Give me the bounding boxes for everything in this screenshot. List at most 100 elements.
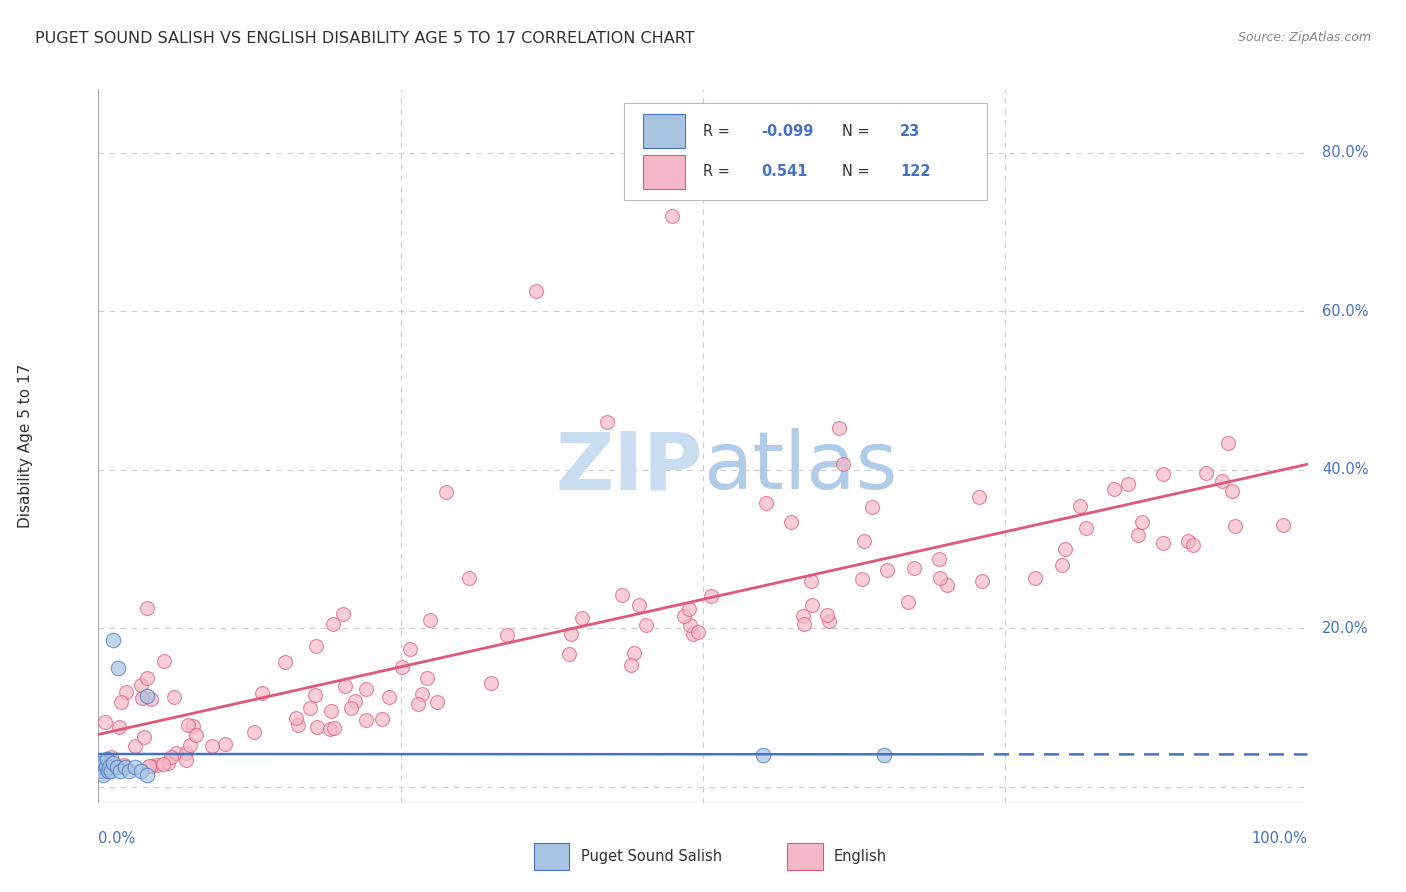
Point	[620, 657, 643, 672]
Point	[752, 748, 775, 763]
Point	[876, 563, 898, 577]
Point	[755, 496, 778, 510]
Text: N =: N =	[842, 164, 875, 179]
Point	[319, 704, 342, 718]
Point	[94, 763, 117, 777]
Point	[903, 561, 925, 575]
Point	[163, 690, 186, 704]
Point	[89, 756, 111, 771]
Point	[799, 574, 821, 588]
Point	[661, 209, 683, 223]
Point	[1211, 474, 1233, 488]
Point	[1181, 538, 1204, 552]
Point	[416, 671, 439, 685]
Point	[1116, 477, 1139, 491]
Text: 100.0%: 100.0%	[1251, 830, 1308, 846]
Point	[623, 646, 645, 660]
Text: Source: ZipAtlas.com: Source: ZipAtlas.com	[1237, 31, 1371, 45]
Point	[124, 760, 146, 774]
Point	[118, 764, 141, 778]
Point	[305, 720, 328, 734]
Text: 23: 23	[900, 124, 921, 139]
Point	[108, 720, 131, 734]
Point	[377, 690, 399, 705]
Point	[860, 500, 883, 515]
Point	[558, 647, 581, 661]
Point	[160, 749, 183, 764]
Point	[91, 768, 114, 782]
Point	[828, 421, 851, 435]
Text: atlas: atlas	[703, 428, 897, 507]
Text: 80.0%: 80.0%	[1322, 145, 1368, 161]
Point	[636, 617, 658, 632]
Point	[873, 748, 896, 763]
Point	[90, 764, 112, 778]
Point	[853, 534, 876, 549]
Point	[138, 758, 160, 772]
Point	[851, 573, 873, 587]
Point	[928, 552, 950, 566]
Point	[1054, 542, 1077, 557]
Point	[94, 715, 117, 730]
Point	[157, 756, 180, 770]
Point	[391, 659, 413, 673]
Point	[177, 718, 200, 732]
Text: 0.0%: 0.0%	[98, 830, 135, 846]
Point	[101, 633, 124, 648]
Point	[94, 760, 117, 774]
Point	[101, 756, 124, 771]
Point	[129, 678, 152, 692]
Point	[165, 746, 187, 760]
Point	[108, 764, 131, 778]
Point	[285, 711, 308, 725]
Point	[560, 627, 582, 641]
Point	[333, 679, 356, 693]
Point	[1024, 571, 1046, 585]
Text: 0.541: 0.541	[761, 164, 807, 179]
Point	[682, 627, 704, 641]
Point	[107, 661, 129, 675]
Point	[112, 758, 135, 772]
Point	[97, 764, 120, 778]
Point	[98, 760, 121, 774]
Point	[1195, 466, 1218, 480]
Point	[91, 764, 114, 778]
Point	[457, 571, 479, 585]
Point	[628, 598, 651, 612]
Point	[967, 490, 990, 504]
Point	[779, 515, 801, 529]
Point	[678, 617, 700, 632]
Point	[274, 656, 297, 670]
Text: Puget Sound Salish: Puget Sound Salish	[581, 849, 721, 863]
Point	[1130, 515, 1153, 529]
Point	[94, 756, 117, 771]
Point	[176, 746, 198, 760]
Point	[243, 725, 266, 739]
Point	[1069, 499, 1091, 513]
Point	[299, 700, 322, 714]
Point	[1152, 536, 1174, 550]
Point	[398, 642, 420, 657]
Point	[935, 578, 957, 592]
Point	[426, 695, 449, 709]
Point	[356, 682, 378, 697]
Point	[678, 601, 700, 615]
Point	[250, 686, 273, 700]
Point	[100, 764, 122, 778]
Point	[344, 694, 367, 708]
Text: N =: N =	[842, 124, 875, 139]
Point	[700, 589, 723, 603]
Point	[179, 739, 201, 753]
Point	[832, 458, 855, 472]
Point	[1177, 534, 1199, 549]
Point	[135, 671, 157, 685]
Point	[131, 690, 153, 705]
Point	[1271, 518, 1294, 533]
Point	[141, 759, 163, 773]
Point	[673, 608, 696, 623]
Point	[801, 598, 824, 612]
Text: PUGET SOUND SALISH VS ENGLISH DISABILITY AGE 5 TO 17 CORRELATION CHART: PUGET SOUND SALISH VS ENGLISH DISABILITY…	[35, 31, 695, 46]
Point	[176, 753, 198, 767]
Bar	[643, 155, 685, 189]
Point	[596, 415, 619, 429]
